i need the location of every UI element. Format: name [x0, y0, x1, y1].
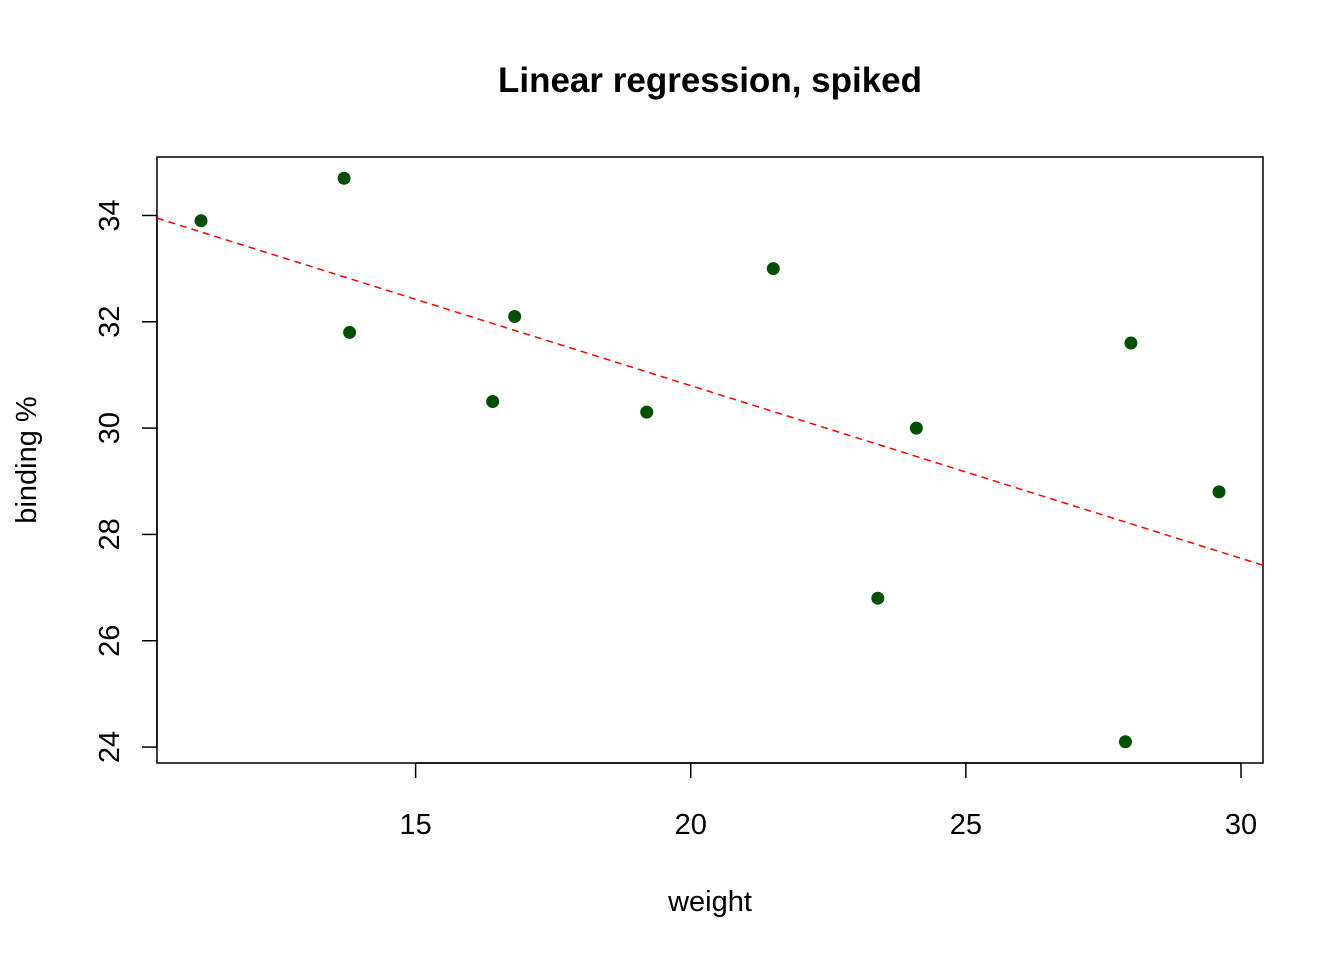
chart-title: Linear regression, spiked [498, 61, 922, 100]
regression-line [156, 217, 1264, 566]
data-point [486, 395, 500, 409]
y-tick-label: 34 [94, 199, 126, 231]
data-point [508, 309, 522, 323]
regression-layer [156, 217, 1264, 566]
data-point [766, 262, 780, 276]
data-point [871, 591, 885, 605]
data-point [1124, 336, 1138, 350]
y-axis: 24 26 28 30 32 34 [94, 199, 158, 763]
y-tick-label: 24 [94, 731, 126, 763]
y-tick-label: 26 [94, 625, 126, 657]
x-axis-label: weight [667, 886, 752, 918]
x-tick-label: 15 [399, 809, 431, 841]
data-point [343, 325, 357, 339]
data-point [1118, 735, 1132, 749]
x-tick-label: 25 [950, 809, 982, 841]
y-tick-label: 32 [94, 306, 126, 338]
y-axis-label: binding % [11, 396, 43, 523]
data-point [640, 405, 654, 419]
data-point [1212, 485, 1226, 499]
data-point [194, 214, 208, 228]
points-layer [194, 171, 1226, 749]
x-axis: 15 20 25 30 [399, 762, 1257, 841]
y-tick-label: 30 [94, 412, 126, 444]
x-tick-label: 30 [1225, 809, 1257, 841]
data-point [909, 421, 923, 435]
plot-frame [156, 156, 1264, 764]
x-tick-label: 20 [675, 809, 707, 841]
y-tick-label: 28 [94, 518, 126, 550]
data-point [337, 171, 351, 185]
